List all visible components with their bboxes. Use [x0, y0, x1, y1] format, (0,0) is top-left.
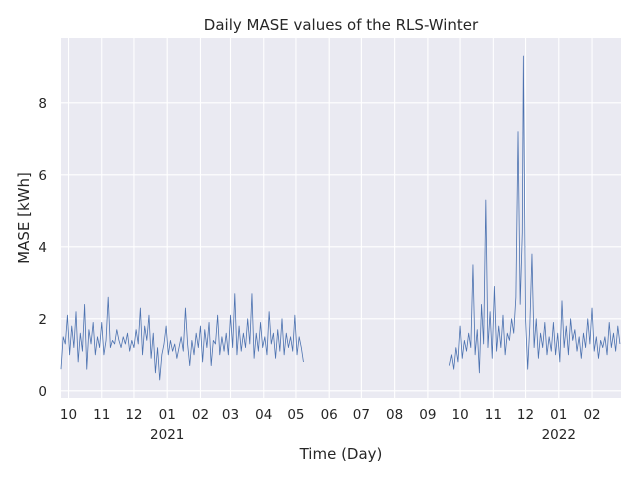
x-tick-label: 02 [583, 407, 600, 423]
x-tick-label: 11 [93, 407, 110, 423]
chart-title: Daily MASE values of the RLS-Winter [204, 16, 479, 34]
x-tick-label: 05 [287, 407, 304, 423]
series-layer [60, 55, 621, 381]
x-tick-label: 01 [159, 407, 176, 423]
y-axis-label: MASE [kWh] [15, 172, 33, 264]
x-tick-label: 12 [517, 407, 534, 423]
x-tick-label: 03 [222, 407, 239, 423]
x-tick-label: 09 [419, 407, 436, 423]
y-tick-label: 0 [38, 384, 47, 400]
x-tick-label: 10 [451, 407, 468, 423]
y-tick-label: 8 [38, 96, 47, 112]
x-tick-label: 10 [60, 407, 77, 423]
y-tick-label: 2 [38, 312, 47, 328]
y-tick-labels: 0 2 4 6 8 [38, 96, 47, 400]
x-tick-label: 04 [255, 407, 272, 423]
x-tick-year-label: 2021 [150, 427, 184, 443]
x-tick-label: 01 [550, 407, 567, 423]
x-tick-label: 06 [321, 407, 338, 423]
y-tick-label: 4 [38, 240, 47, 256]
x-tick-year-label: 2022 [542, 427, 576, 443]
x-tick-labels: 10 11 12 01 2021 02 03 04 05 06 07 08 09 10 11 12 01 2022… [60, 407, 601, 443]
plot-area [61, 38, 621, 398]
x-tick-label: 11 [485, 407, 502, 423]
grid-lines [61, 38, 621, 398]
x-tick-label: 02 [192, 407, 209, 423]
x-tick-label: 07 [353, 407, 370, 423]
mase-series-line [60, 55, 621, 381]
x-axis-label: Time (Day) [299, 445, 383, 463]
x-tick-label: 08 [386, 407, 403, 423]
x-tick-label: 12 [125, 407, 142, 423]
y-tick-label: 6 [38, 168, 47, 184]
